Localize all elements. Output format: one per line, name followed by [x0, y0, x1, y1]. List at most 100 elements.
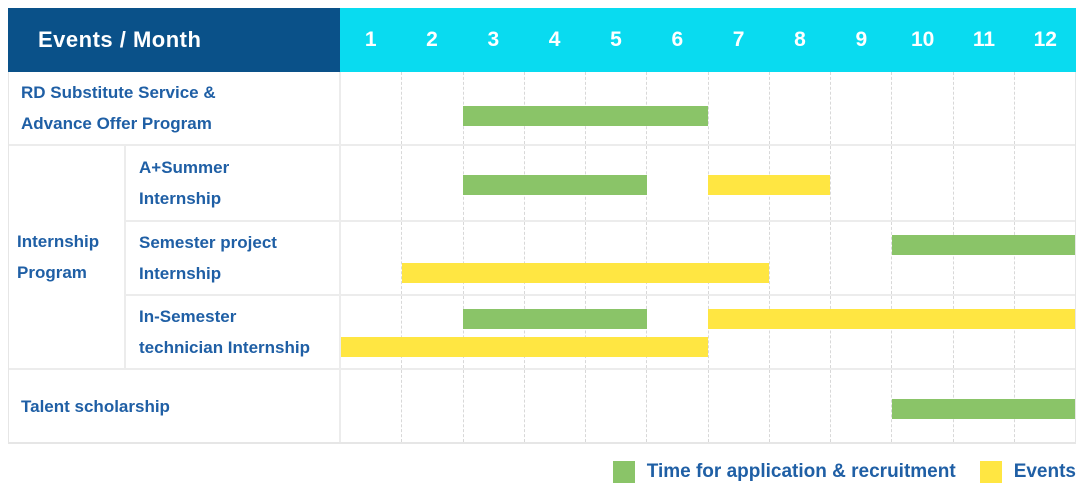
legend-swatch-application — [612, 461, 635, 483]
month-gridline-column — [585, 296, 646, 368]
month-gridline-column — [1013, 296, 1075, 368]
month-gridline-column — [646, 146, 707, 220]
row-chart-area — [341, 222, 1075, 294]
month-header-cell: 12 — [1033, 28, 1057, 51]
month-gridline-column — [768, 222, 830, 294]
month-gridline-column — [341, 296, 401, 368]
month-gridline-column — [341, 72, 401, 144]
month-gridline-column — [646, 296, 707, 368]
subrow-label: Semester project Internship — [124, 222, 341, 294]
month-gridline-column — [830, 296, 891, 368]
month-header-cell: 9 — [855, 28, 868, 51]
row-label-text: Talent scholarship — [21, 396, 170, 416]
month-gridline-column — [891, 296, 952, 368]
row-label-text: Internship — [139, 264, 222, 283]
legend-item-events: Events — [979, 461, 1076, 483]
legend-swatch-events — [979, 461, 1002, 483]
month-header-cell: 5 — [610, 28, 622, 51]
gantt-bar-events — [708, 309, 1075, 329]
table-body: RD Substitute Service & Advance Offer Pro… — [8, 72, 1076, 444]
month-header-strip: 1 2 3 4 5 6 7 8 9 10 11 12 — [340, 8, 1076, 72]
month-header-cell: 7 — [732, 28, 745, 51]
legend-label: Events — [1013, 461, 1076, 482]
month-gridline-column — [768, 370, 830, 442]
month-gridline-column — [768, 296, 830, 368]
month-header-cell: 3 — [487, 28, 500, 51]
row-chart-area — [341, 72, 1075, 144]
month-gridline-column — [952, 296, 1014, 368]
row-label-text: technician Internship — [139, 338, 310, 357]
month-gridline-column — [830, 370, 891, 442]
group-rows: A+Summer Internship Semester project Intern… — [124, 146, 1075, 368]
month-header-cell: 1 — [364, 28, 377, 51]
month-gridline-column — [401, 72, 462, 144]
month-gridline-column — [401, 296, 462, 368]
month-gridline-column — [707, 222, 769, 294]
month-gridline-column — [1013, 146, 1075, 220]
month-gridline-column — [401, 370, 462, 442]
table-row: Talent scholarship — [9, 368, 1075, 442]
row-chart-area — [341, 146, 1075, 220]
gantt-bar-application — [891, 235, 1075, 255]
row-label-text: In-Semester — [139, 307, 237, 326]
legend-label: Time for application & recruitment — [646, 461, 956, 482]
row-label-text: A+Summer — [139, 158, 230, 177]
row-label-text: Internship — [139, 189, 222, 208]
month-gridline-column — [585, 370, 646, 442]
month-gridline-column — [462, 296, 524, 368]
gantt-bar-application — [463, 175, 647, 195]
month-header-cell: 8 — [794, 28, 806, 51]
month-gridline-column — [462, 222, 524, 294]
month-gridline-column — [830, 72, 891, 144]
month-gridline-column — [952, 72, 1014, 144]
row-label-text: Program — [17, 263, 87, 282]
gantt-bar-events — [402, 263, 770, 283]
group-label: Internship Program — [9, 146, 124, 368]
subrow-label: In-Semester technician Internship — [124, 296, 341, 368]
table-header-row: Events / Month 1 2 3 4 5 6 7 8 9 10 11 12 — [8, 8, 1076, 72]
month-gridline-column — [341, 222, 401, 294]
row-chart-area — [341, 370, 1075, 442]
month-gridline-column — [891, 222, 952, 294]
gantt-bar-application — [463, 309, 647, 329]
row-chart-area — [341, 296, 1075, 368]
gantt-bar-application — [891, 399, 1075, 419]
month-gridline-column — [1013, 222, 1075, 294]
month-gridline-column — [830, 222, 891, 294]
gantt-bar-application — [463, 106, 708, 126]
legend: Time for application & recruitment Events — [612, 461, 1076, 483]
table-subrow: Semester project Internship — [124, 220, 1075, 294]
month-gridline-column — [891, 72, 952, 144]
month-header-cell: 4 — [548, 28, 561, 51]
month-gridline-column — [401, 222, 462, 294]
gantt-bar-events — [708, 175, 831, 195]
month-gridline-column — [462, 72, 524, 144]
month-gridline-column — [768, 72, 830, 144]
internship-program-group: Internship Program A+Summer Internship Semes… — [9, 144, 1075, 368]
month-gridline-column — [523, 296, 585, 368]
table-subrow: A+Summer Internship — [124, 146, 1075, 220]
month-gridline-column — [462, 370, 524, 442]
legend-item-application: Time for application & recruitment — [612, 461, 956, 483]
month-gridline-column — [952, 222, 1014, 294]
month-header-cell: 11 — [972, 28, 996, 51]
month-header-cell: 10 — [910, 28, 935, 51]
table-row: RD Substitute Service & Advance Offer Pro… — [9, 72, 1075, 144]
gantt-table: Events / Month 1 2 3 4 5 6 7 8 9 10 11 12 RD Substi… — [8, 8, 1076, 444]
row-label-text: RD Substitute Service & — [21, 83, 216, 102]
month-gridline-column — [707, 296, 769, 368]
month-gridline-column — [646, 222, 707, 294]
month-gridline-column — [401, 146, 462, 220]
month-gridline-column — [341, 146, 401, 220]
subrow-label: A+Summer Internship — [124, 146, 341, 220]
month-gridline-column — [523, 370, 585, 442]
row-label-text: Semester project — [139, 233, 277, 252]
month-gridline-column — [830, 146, 891, 220]
month-gridline-column — [1013, 72, 1075, 144]
row-label-text: Internship — [17, 232, 100, 251]
month-header-cell: 6 — [671, 28, 684, 51]
month-gridline-column — [891, 146, 952, 220]
row-label: Talent scholarship — [9, 370, 341, 442]
row-label: RD Substitute Service & Advance Offer Pro… — [9, 72, 341, 144]
